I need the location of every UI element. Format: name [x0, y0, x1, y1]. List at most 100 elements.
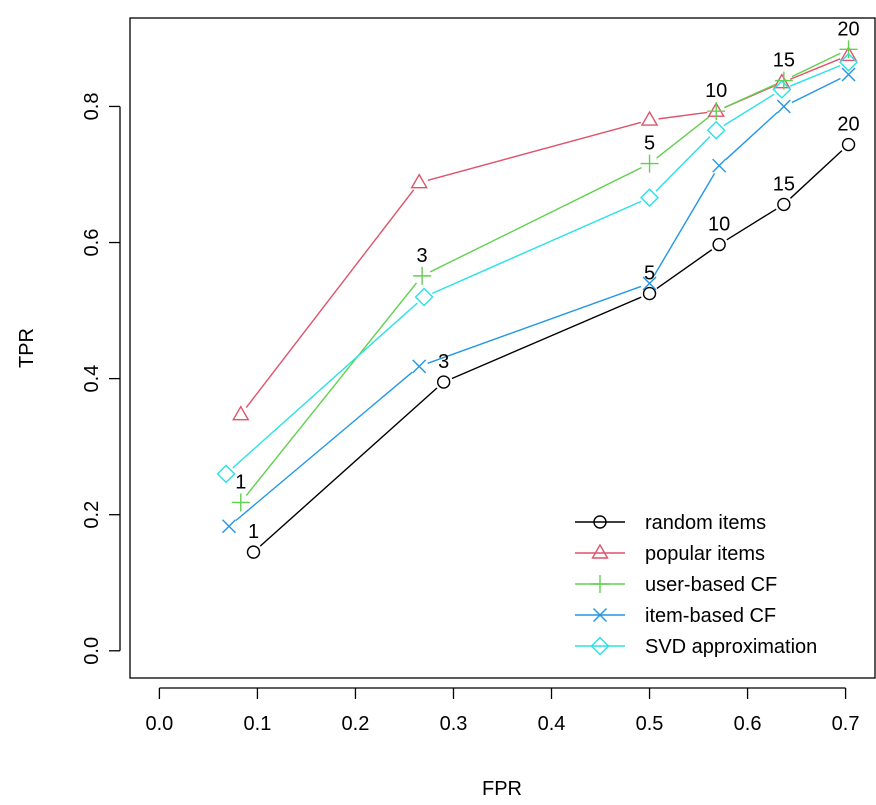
x-tick-label: 0.4 [538, 713, 566, 735]
data-point [841, 137, 856, 152]
x-tick-label: 0.2 [342, 713, 370, 735]
circle-shape [841, 137, 856, 152]
data-point [246, 545, 261, 559]
legend-marker [593, 608, 607, 622]
series-segment [789, 64, 841, 87]
series-segment [429, 166, 642, 273]
point-label: 15 [773, 173, 795, 195]
cross-b [712, 158, 727, 173]
series-segment [655, 136, 711, 192]
cross-b [841, 67, 856, 82]
circle-shape [593, 515, 607, 529]
cross-b [412, 359, 427, 374]
series-segment [432, 200, 642, 294]
circle-shape [712, 237, 726, 252]
point-label: 3 [438, 351, 449, 373]
series-user-based-cf [231, 40, 858, 512]
diamond-shape [414, 287, 434, 307]
series-popular-items [232, 46, 858, 421]
data-point [412, 359, 427, 374]
series-segment [427, 121, 642, 181]
x-tick-label: 0.5 [636, 713, 664, 735]
y-tick-label: 0.8 [81, 93, 103, 121]
data-point [232, 405, 250, 421]
legend-item: popular items [575, 543, 765, 565]
point-label: 10 [705, 80, 727, 102]
data-point [414, 287, 434, 307]
circle-shape [777, 197, 791, 212]
data-point [231, 493, 250, 512]
data-point [642, 286, 657, 301]
series-item-based-cf [222, 67, 856, 534]
point-label: 5 [644, 263, 655, 285]
series-segment [235, 371, 413, 522]
series-segment [726, 208, 777, 241]
y-tick-label: 0.6 [81, 229, 103, 257]
triangle-shape [232, 405, 250, 421]
series-segment [653, 173, 716, 276]
diamond-shape [216, 464, 236, 484]
series-segment [723, 93, 775, 127]
y-tick-label: 0.4 [81, 365, 103, 393]
legend-marker [591, 575, 609, 593]
triangle-shape [591, 543, 609, 559]
legend-marker [590, 636, 610, 656]
series-segment [791, 52, 841, 78]
circle-shape [246, 545, 261, 559]
data-point [410, 173, 428, 189]
cross-b [642, 276, 657, 291]
legend-label: item-based CF [645, 605, 776, 627]
x-axis: 0.0 0.1 0.2 0.3 0.4 0.5 0.6 0.7 [146, 687, 859, 735]
diamond-shape [772, 79, 792, 99]
series-random-items [246, 137, 856, 559]
point-label: 20 [837, 114, 859, 136]
series-layer [216, 40, 859, 559]
point-label: 1 [248, 521, 259, 543]
series-segment [232, 302, 418, 469]
series-segment [656, 249, 713, 289]
point-labels: 1 3 5 10 15 20 1 3 5 10 15 20 [235, 18, 859, 543]
legend-item: SVD approximation [575, 636, 817, 658]
cross-b [593, 608, 607, 622]
y-tick-label: 0.0 [81, 637, 103, 665]
point-label: 1 [235, 471, 246, 493]
legend-label: SVD approximation [645, 636, 817, 658]
legend: random items popular items user-based CF it… [575, 512, 817, 658]
series-segment [245, 189, 415, 408]
series-segment [789, 58, 841, 80]
y-tick-label: 0.2 [81, 501, 103, 529]
data-point [772, 79, 792, 99]
data-point [839, 40, 858, 59]
data-point [712, 158, 727, 173]
series-segment [658, 111, 708, 120]
legend-marker [591, 543, 609, 559]
data-point [436, 375, 451, 389]
y-axis: 0.0 0.2 0.4 0.6 0.8 [81, 93, 121, 665]
series-svd-approximation [216, 52, 859, 484]
series-segment [259, 387, 438, 547]
data-point [640, 188, 660, 208]
legend-label: random items [645, 512, 766, 534]
data-point [841, 67, 856, 82]
diamond-shape [640, 188, 660, 208]
data-point [706, 120, 726, 140]
legend-marker [593, 515, 607, 529]
point-label: 20 [837, 18, 859, 40]
x-axis-title: FPR [482, 778, 522, 800]
legend-label: popular items [645, 543, 765, 565]
diamond-shape [706, 120, 726, 140]
data-point [774, 71, 793, 90]
circle-shape [642, 286, 657, 301]
x-tick-label: 0.1 [244, 713, 272, 735]
point-label: 5 [644, 133, 655, 155]
data-point [707, 102, 726, 121]
cross-b [776, 99, 791, 114]
data-point [642, 276, 657, 291]
legend-item: item-based CF [575, 605, 776, 627]
series-segment [245, 282, 418, 496]
triangle-shape [839, 46, 858, 62]
series-segment [791, 77, 841, 104]
data-point [222, 519, 237, 534]
data-point [216, 464, 236, 484]
